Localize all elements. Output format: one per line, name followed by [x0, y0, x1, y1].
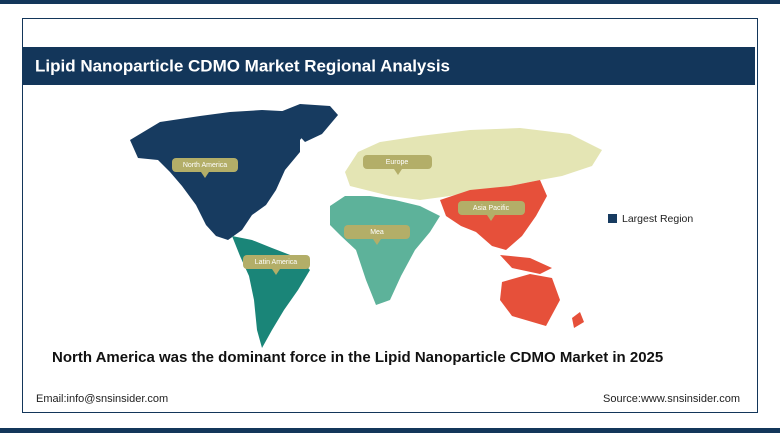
north-america	[130, 110, 318, 240]
callout-pointer	[373, 239, 381, 245]
callout-pointer	[201, 172, 209, 178]
new-zealand	[572, 312, 584, 328]
middle-east-africa	[330, 196, 440, 305]
region-label: Europe	[386, 159, 409, 166]
region-label: Latin America	[255, 259, 298, 266]
footer-source: Source:www.snsinsider.com	[603, 393, 740, 405]
callouts: North America Europe Asia Pacific Mea La…	[172, 155, 525, 275]
callout	[344, 225, 410, 239]
bottom-bar	[0, 428, 780, 433]
callout	[458, 201, 525, 215]
callout	[243, 255, 310, 269]
region-label: Asia Pacific	[473, 205, 510, 212]
callout-pointer	[272, 269, 280, 275]
callout	[172, 158, 238, 172]
callout	[363, 155, 432, 169]
footer-email: Email:info@snsinsider.com	[36, 393, 168, 405]
australia	[500, 274, 560, 326]
callout-pointer	[394, 169, 402, 175]
europe-north-asia	[345, 128, 602, 200]
legend-label: Largest Region	[622, 213, 693, 225]
title-banner	[22, 47, 755, 85]
region-label: North America	[183, 162, 227, 169]
headline: North America was the dominant force in …	[52, 349, 663, 366]
title: Lipid Nanoparticle CDMO Market Regional …	[35, 56, 450, 75]
se-asia-islands	[500, 255, 552, 274]
callout-pointer	[487, 215, 495, 221]
region-label: Mea	[370, 229, 384, 236]
legend-swatch	[608, 214, 617, 223]
top-bar	[0, 0, 780, 4]
greenland	[280, 104, 338, 142]
